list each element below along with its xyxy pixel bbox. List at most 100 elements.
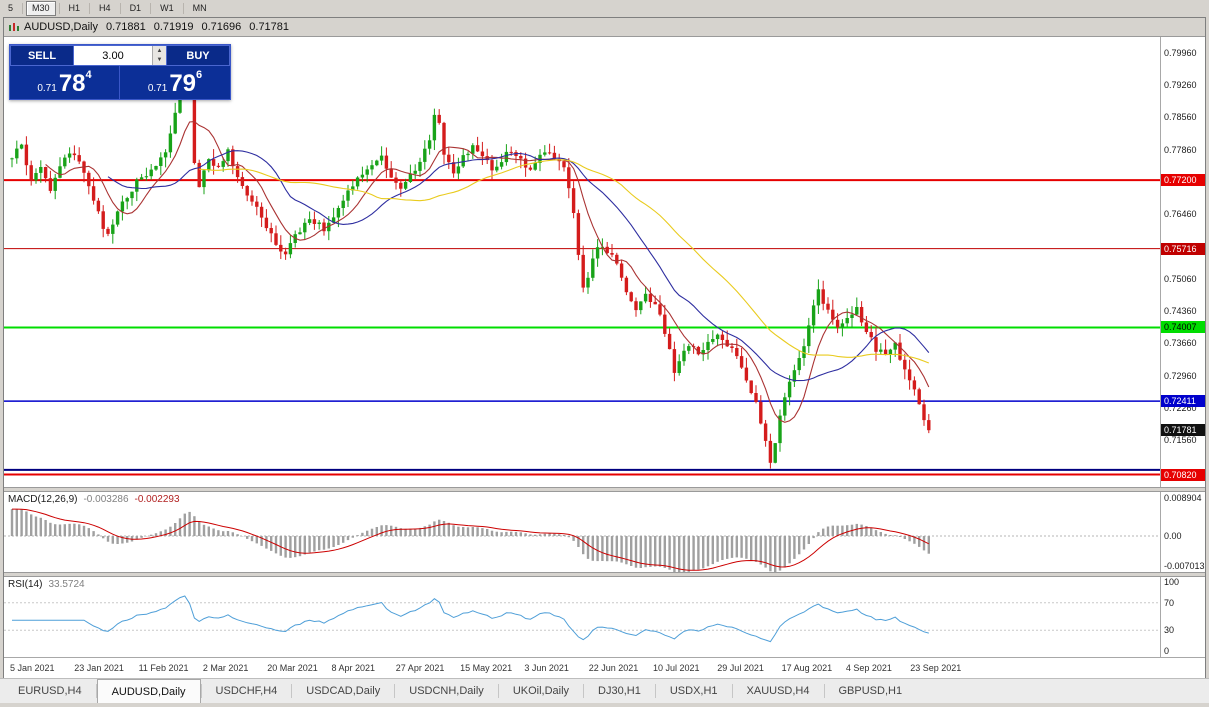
macd-axis: 0.008904 0.00 -0.007013: [1160, 492, 1205, 572]
tab-separator: [497, 684, 499, 698]
current-price-badge: 0.71781: [1161, 424, 1205, 437]
chart-tab-USDX[interactable]: USDX,H1: [669, 685, 718, 697]
chart-tab-USDCHF[interactable]: USDCHF,H4: [215, 685, 278, 697]
date-label: 23 Jan 2021: [74, 663, 124, 673]
chart-tab-USDCNH[interactable]: USDCNH,Daily: [409, 685, 484, 697]
buy-price-prefix: 0.71: [147, 83, 168, 94]
volume-up-button[interactable]: ▲: [153, 46, 166, 56]
rsi-tick: 30: [1164, 625, 1175, 636]
price-level-badge: 0.77200: [1161, 174, 1205, 187]
price-tick: 0.73660: [1164, 338, 1197, 349]
chart-tab-UKOil[interactable]: UKOil,Daily: [512, 685, 570, 697]
price-tick: 0.78560: [1164, 112, 1197, 123]
date-label: 8 Apr 2021: [331, 663, 376, 673]
sell-price-display[interactable]: 0.71 78 4: [10, 66, 120, 99]
rsi-value: 33.5724: [48, 579, 85, 590]
price-chart-canvas[interactable]: [4, 37, 1160, 487]
macd-pane[interactable]: MACD(12,26,9) -0.003286 -0.002293 0.008904…: [4, 492, 1205, 572]
pane-resize-handle[interactable]: [4, 487, 1205, 492]
tab-separator: [583, 684, 585, 698]
date-label: 11 Feb 2021: [138, 663, 189, 673]
price-tick: 0.72260: [1164, 403, 1197, 414]
rsi-tick: 100: [1164, 577, 1180, 587]
chart-tabs-bar: EURUSD,H4 AUDUSD,Daily USDCHF,H4 USDCAD,Dai…: [0, 678, 1209, 703]
toolbar-separator: [89, 3, 91, 14]
date-label: 2 Mar 2021: [202, 663, 249, 673]
date-label: 4 Sep 2021: [845, 663, 892, 673]
price-tick: 0.72960: [1164, 370, 1197, 381]
date-label: 23 Sep 2021: [910, 663, 962, 673]
tab-separator: [823, 684, 825, 698]
toolbar-separator: [150, 3, 152, 14]
price-level-badge: 0.72411: [1161, 395, 1205, 408]
rsi-axis: 100 70 30 0: [1160, 577, 1205, 657]
one-click-trading-panel: SELL 3.00 ▲ ▼ BUY 0.71 78 4: [9, 44, 231, 100]
tab-separator: [731, 684, 733, 698]
macd-value-signal: -0.002293: [134, 494, 180, 505]
chart-tab-AUDUSD[interactable]: AUDUSD,Daily: [96, 679, 201, 703]
ohlc-open: 0.71881: [105, 21, 146, 33]
macd-tick: -0.007013: [1164, 561, 1205, 571]
tab-separator: [394, 684, 396, 698]
price-tick: 0.79260: [1164, 80, 1197, 90]
ohlc-low: 0.71696: [201, 21, 242, 33]
volume-spinbox[interactable]: 3.00 ▲ ▼: [74, 45, 166, 66]
sell-price-big: 78: [58, 70, 86, 97]
date-label: 5 Jan 2021: [10, 663, 55, 673]
timeframe-button-W1[interactable]: W1: [160, 3, 174, 13]
volume-down-button[interactable]: ▼: [153, 55, 166, 65]
rsi-canvas[interactable]: [4, 577, 1160, 657]
chart-tab-USDCAD[interactable]: USDCAD,Daily: [306, 685, 381, 697]
buy-button[interactable]: BUY: [166, 45, 230, 66]
ohlc-high: 0.71919: [153, 21, 194, 33]
macd-name: MACD(12,26,9): [8, 494, 78, 505]
chart-icon: [9, 22, 19, 31]
rsi-label: RSI(14) 33.5724: [8, 579, 85, 590]
sell-button[interactable]: SELL: [10, 45, 74, 66]
chart-tab-GBPUSD[interactable]: GBPUSD,H1: [838, 685, 903, 697]
date-label: 15 May 2021: [460, 663, 513, 673]
rsi-pane[interactable]: RSI(14) 33.5724 100 70 30 0: [4, 577, 1205, 657]
toolbar-separator: [182, 3, 184, 14]
timeframe-button-MN[interactable]: MN: [192, 3, 207, 13]
timeframe-button-H1[interactable]: H1: [68, 3, 81, 13]
price-tick: 0.71560: [1164, 435, 1197, 446]
timeframe-button-D1[interactable]: D1: [129, 3, 142, 13]
price-tick: 0.77860: [1164, 144, 1197, 155]
price-tick: 0.79960: [1164, 47, 1197, 58]
timeframe-button-M30[interactable]: M30: [26, 1, 56, 16]
toolbar-separator: [58, 3, 60, 14]
macd-canvas[interactable]: [4, 492, 1160, 572]
date-label: 22 Jun 2021: [588, 663, 639, 673]
buy-price-display[interactable]: 0.71 79 6: [120, 66, 230, 99]
toolbar-separator: [119, 3, 121, 14]
timeframe-toolbar: 5 M30 H1 H4 D1 W1 MN: [0, 0, 1209, 17]
price-level-badge: 0.70820: [1161, 468, 1205, 481]
tab-separator: [200, 684, 202, 698]
date-label: 17 Aug 2021: [781, 663, 833, 673]
tab-separator: [654, 684, 656, 698]
timeframe-button-5[interactable]: 5: [8, 3, 14, 13]
price-chart-pane[interactable]: 0.799600.792600.785600.778600.771600.764…: [4, 37, 1205, 487]
chart-window-titlebar[interactable]: AUDUSD,Daily 0.71881 0.71919 0.71696 0.7…: [4, 18, 1205, 37]
chart-window: AUDUSD,Daily 0.71881 0.71919 0.71696 0.7…: [3, 17, 1206, 681]
date-label: 20 Mar 2021: [267, 663, 318, 673]
price-tick: 0.74360: [1164, 306, 1197, 317]
date-label: 29 Jul 2021: [717, 663, 764, 673]
chart-tab-DJ30[interactable]: DJ30,H1: [598, 685, 641, 697]
pane-resize-handle[interactable]: [4, 572, 1205, 577]
date-label: 10 Jul 2021: [653, 663, 700, 673]
macd-tick: 0.008904: [1164, 493, 1202, 503]
macd-tick: 0.00: [1164, 531, 1182, 542]
sell-price-prefix: 0.71: [37, 83, 57, 94]
chart-tab-EURUSD[interactable]: EURUSD,H4: [18, 685, 82, 697]
chart-title: AUDUSD,Daily: [24, 21, 98, 33]
chart-tab-XAUUSD[interactable]: XAUUSD,H4: [746, 685, 810, 697]
date-label: 3 Jun 2021: [524, 663, 569, 673]
macd-label: MACD(12,26,9) -0.003286 -0.002293: [8, 494, 180, 505]
buy-price-sup: 6: [196, 69, 203, 81]
volume-value[interactable]: 3.00: [102, 49, 124, 62]
price-axis: 0.799600.792600.785600.778600.771600.764…: [1160, 37, 1205, 487]
timeframe-button-H4[interactable]: H4: [99, 3, 111, 13]
